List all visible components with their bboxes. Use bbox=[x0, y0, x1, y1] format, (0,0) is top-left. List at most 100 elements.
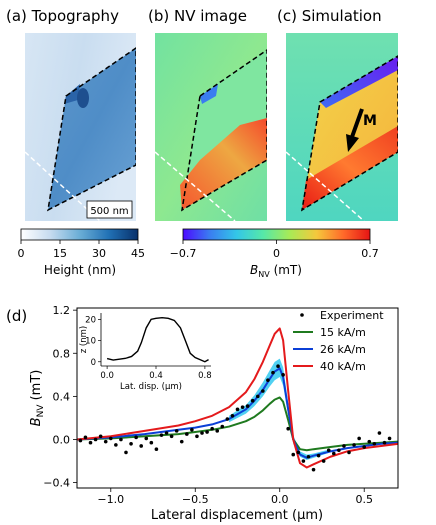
experiment-point bbox=[306, 454, 311, 459]
x-tick-label: −0.5 bbox=[182, 493, 209, 506]
main-plot-frame bbox=[76, 307, 399, 489]
experiment-point bbox=[114, 443, 118, 447]
experiment-point bbox=[372, 442, 377, 446]
inset-ylabel: z (nm) bbox=[79, 326, 89, 353]
linecut-chart: (d) −1.0 −0.5 0.0 0.5 −0.4 0.0 0.4 0.8 1.2 Later… bbox=[6, 304, 399, 523]
series-line-15-ka-m bbox=[77, 396, 398, 452]
y-tick-label: −0.4 bbox=[43, 477, 70, 490]
experiment-point bbox=[144, 436, 149, 441]
magnetization-arrow-head bbox=[346, 134, 359, 152]
experiment-point bbox=[245, 404, 250, 408]
experiment-point bbox=[271, 370, 275, 375]
topography-panel: (a) Topography 500 nm bbox=[6, 7, 136, 221]
panel-a-label: (a) Topography bbox=[6, 7, 119, 25]
experiment-point bbox=[169, 434, 174, 439]
experiment-point bbox=[261, 389, 265, 393]
experiment-point bbox=[296, 450, 301, 455]
colorbar-tick-label: −0.7 bbox=[170, 247, 197, 260]
experiment-point bbox=[362, 445, 367, 449]
experiment-point bbox=[321, 459, 326, 463]
experiment-point bbox=[387, 436, 392, 441]
experiment-point bbox=[367, 439, 372, 444]
experiment-point bbox=[200, 431, 204, 435]
inset-x-tick-label: 0.4 bbox=[149, 371, 163, 381]
experiment-point bbox=[225, 417, 230, 421]
magnetization-label: M bbox=[363, 113, 377, 129]
simulation-dashed-outline bbox=[300, 55, 398, 212]
inset-profile-line bbox=[106, 316, 209, 363]
simulation-panel: (c) Simulation M bbox=[277, 7, 398, 221]
bnv-colorbar-bar bbox=[182, 228, 371, 241]
experiment-point bbox=[210, 426, 214, 431]
experiment-point bbox=[281, 373, 285, 377]
experiment-point bbox=[377, 431, 382, 435]
experiment-point bbox=[291, 452, 296, 457]
experiment-point bbox=[316, 453, 321, 458]
panel-d-label: (d) bbox=[6, 307, 27, 325]
experiment-point bbox=[382, 440, 387, 445]
legend-label: 40 kA/m bbox=[320, 360, 366, 373]
experiment-point bbox=[337, 448, 341, 453]
x-tick-label: 0.0 bbox=[271, 493, 289, 506]
experiment-point bbox=[266, 378, 270, 383]
topography-flake bbox=[48, 48, 136, 210]
x-tick-label: 0.5 bbox=[355, 493, 373, 506]
experiment-point bbox=[332, 451, 336, 456]
experiment-point bbox=[159, 433, 164, 437]
uncertainty-band bbox=[229, 358, 331, 460]
colorbar-tick-label: 0.7 bbox=[361, 247, 379, 260]
simulation-red-band bbox=[302, 126, 398, 210]
magnetization-arrow-shaft bbox=[350, 108, 364, 138]
inset-height-profile: 0.0 0.4 0.8 0 10 20 Lat. disp. (μm) z (nm) bbox=[79, 313, 212, 392]
chart-legend: Experiment 15 kA/m 26 kA/m 40 kA/m bbox=[293, 309, 384, 373]
colorbar-tick-label: 15 bbox=[53, 247, 67, 260]
panel-b-label: (b) NV image bbox=[148, 7, 247, 25]
experiment-point bbox=[240, 405, 245, 409]
legend-marker-experiment bbox=[300, 313, 304, 317]
experiment-point bbox=[83, 435, 88, 440]
experiment-point bbox=[129, 442, 133, 446]
experiment-point bbox=[286, 426, 290, 431]
colorbar-tick-label: 0 bbox=[18, 247, 25, 260]
nv-image-panel: (b) NV image bbox=[148, 7, 267, 221]
experiment-point bbox=[215, 429, 220, 433]
experiment-point bbox=[357, 436, 361, 441]
inset-x-tick-label: 0.0 bbox=[100, 371, 114, 381]
experiment-point bbox=[230, 413, 235, 418]
main-plot-xlabel: Lateral displacement (μm) bbox=[151, 508, 323, 523]
experiment-point bbox=[93, 437, 98, 442]
bnv-colorbar: −0.7 0 0.7 BNV (mT) bbox=[170, 228, 379, 279]
main-plot-axes: −1.0 −0.5 0.0 0.5 −0.4 0.0 0.4 0.8 1.2 bbox=[43, 304, 373, 506]
experiment-point bbox=[342, 444, 346, 448]
experiment-point bbox=[119, 437, 123, 442]
experiment-point bbox=[276, 364, 280, 369]
experiment-point bbox=[220, 424, 225, 429]
experiment-point bbox=[149, 440, 154, 445]
nv-image-bright-band bbox=[180, 118, 267, 210]
experiment-point bbox=[103, 439, 108, 444]
experiment-point bbox=[139, 444, 143, 448]
experiment-point bbox=[195, 434, 199, 439]
panel-c-label: (c) Simulation bbox=[277, 7, 382, 25]
legend-label: 15 kA/m bbox=[320, 326, 366, 339]
colorbar-tick-label: 45 bbox=[131, 247, 145, 260]
height-colorbar: 0 15 30 45 Height (nm) bbox=[18, 228, 145, 277]
simulation-linecut bbox=[286, 151, 365, 221]
experiment-point bbox=[235, 407, 240, 412]
x-tick-label: −1.0 bbox=[97, 493, 124, 506]
inset-y-tick-label: 10 bbox=[85, 337, 96, 347]
inset-xlabel: Lat. disp. (μm) bbox=[120, 382, 182, 392]
bnv-colorbar-label: BNV (mT) bbox=[250, 263, 302, 279]
inset-y-tick-label: 0 bbox=[91, 358, 96, 368]
y-tick-label: 0.0 bbox=[53, 433, 71, 446]
experiment-point bbox=[174, 429, 179, 433]
experiment-point bbox=[88, 440, 93, 445]
experiment-point bbox=[311, 467, 316, 472]
topography-dashed-outline bbox=[47, 47, 136, 212]
experiment-point bbox=[190, 427, 194, 432]
experiment-point bbox=[78, 438, 83, 443]
experiment-point bbox=[352, 443, 356, 447]
height-colorbar-label: Height (nm) bbox=[44, 263, 116, 277]
simulation-blue-band bbox=[320, 56, 398, 108]
experiment-point bbox=[164, 431, 169, 435]
